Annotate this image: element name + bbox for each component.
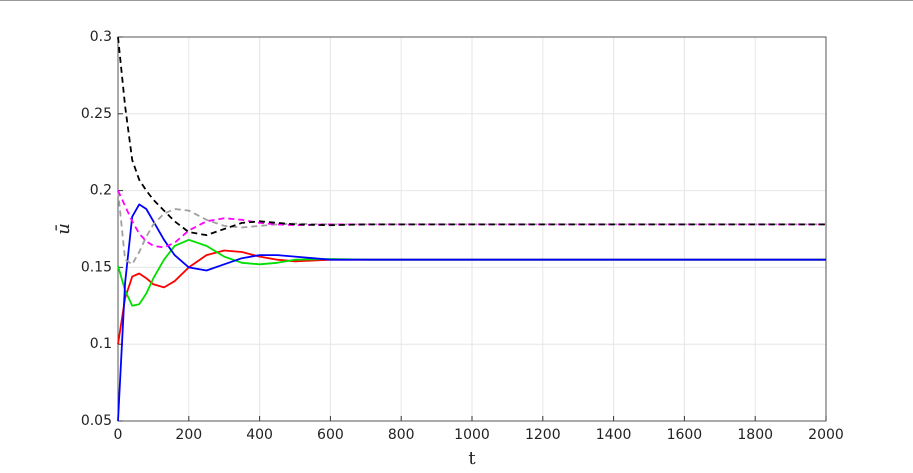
y-tick-label: 0.25 <box>81 106 112 122</box>
x-tick-label: 200 <box>175 427 202 443</box>
x-tick-label: 1400 <box>596 427 632 443</box>
x-tick-label: 0 <box>114 427 123 443</box>
series-line <box>117 190 826 266</box>
y-axis-label: ū <box>53 223 74 235</box>
x-tick-label: 1600 <box>667 427 703 443</box>
x-tick-label: 600 <box>317 427 344 443</box>
series-line <box>117 203 826 422</box>
y-tick-label: 0.05 <box>81 413 112 429</box>
plot-frame <box>117 36 827 422</box>
y-tick-label: 0.1 <box>90 336 112 352</box>
x-tick-label: 800 <box>388 427 415 443</box>
x-tick-label: 1800 <box>737 427 773 443</box>
series-line <box>117 36 826 237</box>
x-tick-label: 400 <box>246 427 273 443</box>
y-tick-label: 0.3 <box>90 29 112 45</box>
y-tick-label: 0.2 <box>90 183 112 199</box>
x-tick-label: 1200 <box>525 427 561 443</box>
y-tick-label: 0.15 <box>81 259 112 275</box>
x-axis-label: t <box>468 448 476 469</box>
x-tick-label: 1000 <box>454 427 490 443</box>
x-tick-label: 2000 <box>808 427 844 443</box>
